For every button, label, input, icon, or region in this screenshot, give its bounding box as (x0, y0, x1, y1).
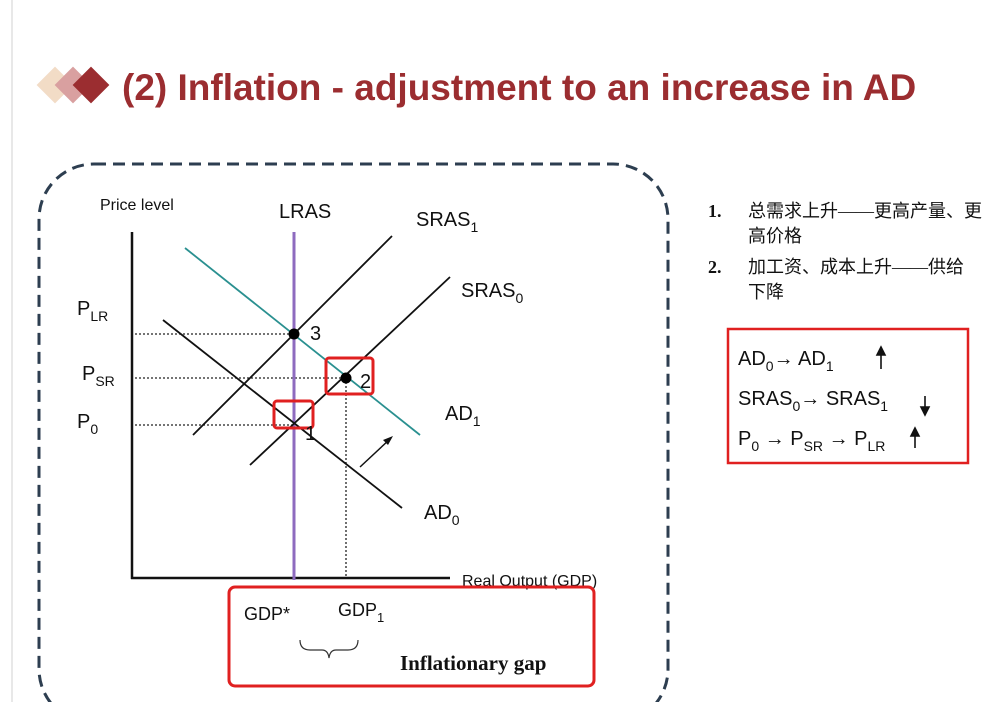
highlight-box (272, 399, 315, 430)
axes (130, 232, 450, 580)
price-label: P0 (77, 411, 98, 437)
point-label: 1 (305, 423, 316, 445)
note-text: 加工资、成本上升——供给下降 (748, 257, 964, 302)
output-label: GDP1 (338, 600, 384, 625)
label-text: P (77, 298, 90, 320)
label-sub: 0 (515, 290, 523, 306)
y-axis-label: Price level (100, 197, 174, 214)
note-text: 总需求上升——更高产量、更高价格 (748, 201, 982, 246)
curve-label: AD0 (424, 502, 460, 528)
note-number: 2. (708, 257, 722, 277)
label-text: → P (823, 428, 867, 450)
diagram-frame (37, 162, 670, 702)
output-label: GDP* (244, 604, 290, 624)
label-text: SRAS (416, 209, 470, 231)
label-text: → P (759, 428, 803, 450)
label-sub: 1 (470, 219, 478, 235)
note-number: 1. (708, 201, 722, 221)
point-label: 2 (360, 371, 371, 393)
ad0-line (162, 319, 403, 509)
label-text: GDP (338, 600, 377, 620)
label-text: P (738, 428, 751, 450)
highlight-box (324, 356, 375, 396)
label-sub: 0 (90, 421, 98, 437)
title-icon (36, 66, 110, 104)
gap-box (227, 585, 596, 688)
gap-label: Inflationary gap (400, 651, 546, 675)
label-text: AD (738, 348, 766, 370)
label-sub: 0 (766, 358, 774, 374)
label-text: SRAS (738, 388, 792, 410)
label-sub: 1 (880, 398, 888, 414)
label-text: AD (424, 502, 452, 524)
label-sub: SR (804, 438, 823, 454)
curve-label: AD1 (445, 403, 481, 429)
curve-label: SRAS1 (416, 209, 478, 235)
summary-line: P0 → PSR → PLR (738, 428, 885, 454)
label-text: SRAS (461, 280, 515, 302)
equilibrium-point (340, 372, 352, 384)
direction-arrows (875, 345, 931, 448)
point-label: 3 (310, 323, 321, 345)
summary-box (726, 327, 970, 465)
curve-label: SRAS0 (461, 280, 523, 306)
label-text: P (82, 363, 95, 385)
guide-lines (135, 333, 347, 578)
equilibrium-point (288, 328, 300, 340)
note-item: 1. 总需求上升——更高产量、更高价格 (708, 199, 983, 249)
label-sub: 1 (826, 358, 834, 374)
shift-arrow (359, 436, 393, 468)
label-sub: 1 (377, 610, 384, 625)
label-text: P (77, 411, 90, 433)
label-text: → AD (774, 348, 826, 370)
curve-label: LRAS (279, 201, 331, 223)
summary-line: SRAS0→ SRAS1 (738, 388, 888, 414)
label-text: AD (445, 403, 473, 425)
summary-line: AD0→ AD1 (738, 348, 834, 374)
label-sub: 0 (751, 438, 759, 454)
ad1-line (184, 247, 421, 436)
label-sub: LR (90, 308, 108, 324)
label-text: → SRAS (800, 388, 880, 410)
price-label: PSR (82, 363, 115, 389)
price-label: PLR (77, 298, 108, 324)
note-item: 2. 加工资、成本上升——供给下降 (708, 255, 983, 305)
gap-brace (299, 639, 359, 659)
sras0-line (249, 276, 451, 466)
label-sub: 0 (792, 398, 800, 414)
label-sub: 0 (452, 512, 460, 528)
label-sub: LR (868, 438, 886, 454)
label-sub: 1 (473, 413, 481, 429)
slide-title: (2) Inflation - adjustment to an increas… (122, 67, 916, 108)
label-sub: SR (95, 373, 114, 389)
